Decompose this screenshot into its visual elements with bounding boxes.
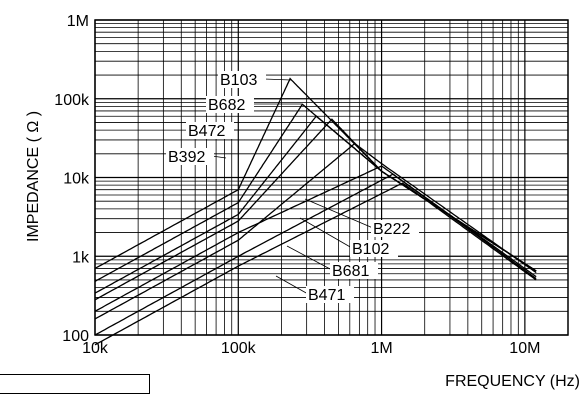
series-line: [94, 182, 537, 346]
series-label: B472: [188, 123, 225, 140]
series-line: [94, 118, 537, 301]
series-line: [94, 103, 537, 282]
x-tick-label: 10M: [509, 340, 540, 357]
series-label: B471: [308, 287, 345, 304]
x-axis-label: FREQUENCY (Hz): [445, 373, 580, 390]
series-label-bg: [371, 220, 419, 237]
series-label-bg: [206, 96, 254, 113]
series-label-bg: [330, 262, 378, 279]
x-tick-label: 100k: [221, 340, 257, 357]
label-leader-line: [299, 217, 353, 249]
series-label: B682: [208, 97, 245, 114]
y-tick-label: 100: [62, 328, 89, 345]
series-label: B681: [332, 263, 369, 280]
y-tick-label: 100k: [54, 92, 90, 109]
y-axis-label: IMPEDANCE ( Ω ): [25, 111, 42, 242]
series-lines: [94, 77, 537, 346]
x-tick-label: 10k: [82, 340, 109, 357]
label-leader-line: [263, 78, 292, 81]
y-tick-label: 10k: [63, 171, 90, 188]
bottom-frame-tab: [0, 374, 150, 394]
series-line: [94, 165, 537, 312]
series-labels: B103 B682 B472 B392 B222 B102 B681 B471: [166, 71, 419, 304]
series-label-bg: [186, 122, 234, 139]
series-line: [94, 115, 537, 294]
label-leader-line: [211, 155, 227, 159]
series-label: B102: [352, 241, 389, 258]
series-label: B392: [168, 149, 205, 166]
series-label-bg: [350, 240, 398, 257]
label-leader-line: [304, 198, 374, 229]
series-label-bg: [306, 286, 354, 303]
series-label-bg: [218, 71, 266, 88]
y-tick-label: 1M: [67, 13, 89, 30]
x-tick-label: 1M: [370, 340, 392, 357]
series-line: [94, 173, 537, 336]
series-label: B103: [220, 72, 257, 89]
plot-frame: [94, 19, 569, 336]
series-line: [94, 142, 537, 320]
tick-labels: 10k 100k 1M 10M 100 1k 10k 100k 1M: [54, 13, 540, 357]
series-label: B222: [373, 221, 410, 238]
label-leaders: [211, 78, 374, 295]
series-label-bg: [166, 148, 214, 165]
series-line: [94, 77, 537, 272]
label-leader-line: [275, 275, 309, 295]
label-leader-line: [286, 245, 333, 271]
grid: [94, 19, 569, 336]
y-tick-label: 1k: [72, 249, 90, 266]
